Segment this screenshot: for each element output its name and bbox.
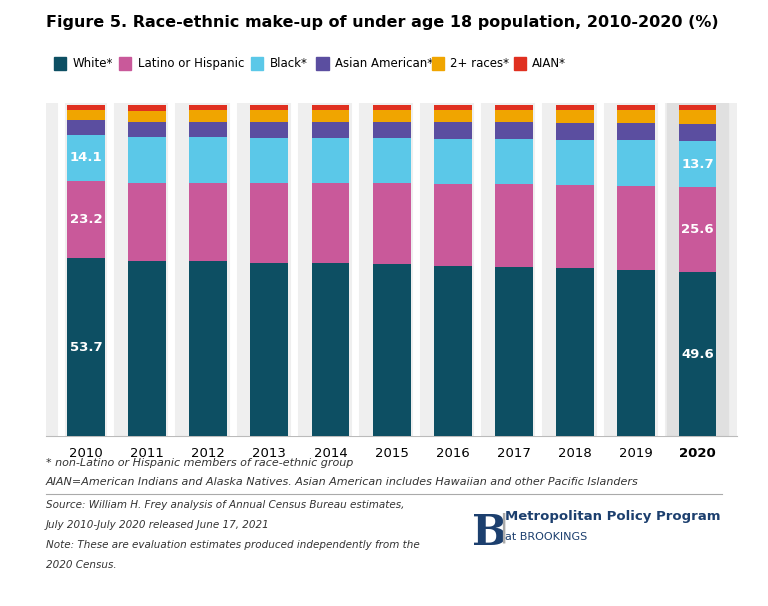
Bar	[189, 110, 227, 122]
Bar	[312, 183, 349, 263]
Text: White*: White*	[72, 57, 113, 70]
Bar	[495, 110, 533, 122]
Text: Asian American*: Asian American*	[335, 57, 433, 70]
Bar	[189, 137, 227, 182]
Bar	[495, 139, 533, 184]
Bar	[679, 110, 717, 124]
Bar	[434, 139, 472, 184]
Bar	[556, 268, 594, 436]
Bar	[617, 105, 655, 110]
Bar	[617, 185, 655, 270]
Bar	[556, 110, 594, 122]
Text: Black*: Black*	[270, 57, 307, 70]
Text: Note: These are evaluation estimates produced independently from the: Note: These are evaluation estimates pro…	[46, 540, 420, 550]
Bar	[312, 263, 349, 436]
Text: at BROOKINGS: at BROOKINGS	[505, 532, 588, 542]
Bar	[679, 187, 717, 272]
Bar	[679, 105, 717, 110]
Bar	[434, 184, 472, 265]
Bar	[556, 122, 594, 140]
Bar	[189, 182, 227, 261]
Bar	[556, 185, 594, 268]
Bar	[312, 138, 349, 183]
Bar	[128, 261, 166, 436]
Bar	[128, 111, 166, 122]
Text: * non-Latino or Hispanic members of race-ethnic group: * non-Latino or Hispanic members of race…	[46, 458, 353, 468]
Bar	[617, 123, 655, 140]
Bar	[617, 110, 655, 123]
Bar	[189, 261, 227, 436]
Bar	[67, 181, 104, 258]
Bar	[128, 122, 166, 136]
Bar	[434, 122, 472, 139]
Bar	[617, 270, 655, 436]
Bar	[372, 264, 411, 436]
Bar	[434, 110, 472, 122]
Bar	[312, 122, 349, 138]
Bar	[679, 272, 717, 436]
Text: 23.2: 23.2	[70, 213, 102, 226]
Text: Latino or Hispanic: Latino or Hispanic	[137, 57, 244, 70]
Bar	[128, 136, 166, 182]
Bar	[495, 267, 533, 436]
Text: Source: William H. Frey analysis of Annual Census Bureau estimates,: Source: William H. Frey analysis of Annu…	[46, 500, 405, 510]
Bar	[250, 138, 288, 183]
Bar	[495, 105, 533, 110]
Bar	[556, 105, 594, 110]
Bar	[67, 258, 104, 436]
Bar	[250, 105, 288, 110]
Bar	[495, 122, 533, 139]
Bar	[67, 105, 104, 110]
Text: Figure 5. Race-ethnic make-up of under age 18 population, 2010-2020 (%): Figure 5. Race-ethnic make-up of under a…	[46, 15, 719, 30]
Bar	[434, 265, 472, 436]
Bar	[372, 122, 411, 138]
Bar	[312, 105, 349, 110]
Bar	[679, 141, 717, 187]
Bar	[372, 110, 411, 122]
Bar	[679, 124, 717, 141]
Text: |: |	[498, 512, 508, 542]
Bar	[250, 122, 288, 138]
Text: July 2010-July 2020 released June 17, 2021: July 2010-July 2020 released June 17, 20…	[46, 520, 270, 530]
Text: 25.6: 25.6	[681, 223, 713, 236]
Bar	[128, 182, 166, 261]
Bar	[67, 110, 104, 120]
Bar	[312, 110, 349, 122]
Bar	[667, 103, 728, 436]
Bar	[189, 105, 227, 110]
Bar	[617, 140, 655, 185]
Text: 49.6: 49.6	[681, 348, 714, 361]
Bar	[556, 140, 594, 185]
Bar	[250, 183, 288, 262]
Bar	[250, 110, 288, 122]
Bar	[67, 135, 104, 181]
Bar	[434, 105, 472, 110]
Text: AIAN=American Indians and Alaska Natives. Asian American includes Hawaiian and o: AIAN=American Indians and Alaska Natives…	[46, 477, 639, 487]
Bar	[189, 122, 227, 137]
Text: B: B	[472, 512, 508, 554]
Bar	[372, 105, 411, 110]
Bar	[372, 138, 411, 183]
Text: Metropolitan Policy Program: Metropolitan Policy Program	[505, 510, 721, 523]
Bar	[128, 105, 166, 111]
Text: 2020 Census.: 2020 Census.	[46, 560, 117, 570]
Text: AIAN*: AIAN*	[532, 57, 566, 70]
Text: 13.7: 13.7	[681, 158, 713, 171]
Text: 53.7: 53.7	[70, 341, 102, 354]
Bar	[372, 183, 411, 264]
Bar	[495, 184, 533, 267]
Bar	[67, 120, 104, 135]
Text: 14.1: 14.1	[70, 152, 102, 164]
Text: 2+ races*: 2+ races*	[450, 57, 509, 70]
Bar	[250, 262, 288, 436]
